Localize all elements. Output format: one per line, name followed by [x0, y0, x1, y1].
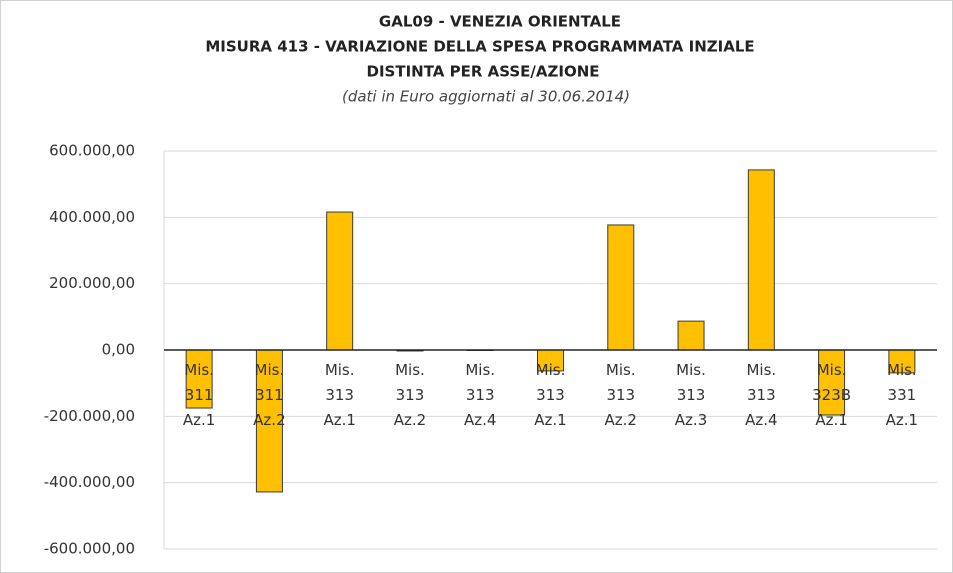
x-tick-label: Mis. 311 Az.2 [253, 361, 286, 429]
y-tick-label: -200.000,00 [44, 407, 135, 425]
bar [607, 224, 635, 351]
bar [185, 349, 213, 409]
chart-title-line: MISURA 413 - VARIAZIONE DELLA SPESA PROG… [205, 38, 754, 56]
x-tick-label: Mis. 313 Az.1 [323, 361, 356, 429]
x-tick-label: Mis. 313 Az.3 [674, 361, 708, 429]
bar [747, 169, 775, 351]
bar [326, 211, 354, 351]
x-tick-label: Mis. 313 Az.2 [393, 361, 427, 429]
bar [255, 349, 283, 493]
x-tick-label: Mis. 313 Az.4 [745, 361, 778, 429]
y-tick-label: 600.000,00 [49, 142, 135, 160]
y-tick-label: 0,00 [102, 341, 135, 359]
y-tick-label: 400.000,00 [49, 208, 135, 226]
x-tick-label: Mis. 331 Az.1 [885, 361, 919, 429]
x-tick-label: Mis. 323B Az.1 [812, 361, 852, 429]
y-tick-label: -400.000,00 [44, 473, 135, 491]
x-tick-label: Mis. 311 Az.1 [182, 361, 216, 429]
bar [818, 349, 846, 416]
y-tick-label: -600.000,00 [44, 540, 135, 558]
x-tick-label: Mis. 313 Az.1 [534, 361, 567, 429]
x-tick-label: Mis. 313 Az.4 [463, 361, 497, 429]
chart-title-line: DISTINTA PER ASSE/AZIONE [367, 63, 600, 81]
x-tick-label: Mis. 313 Az.2 [604, 361, 637, 429]
chart-title: GAL09 - VENEZIA ORIENTALE [379, 13, 621, 31]
chart-subtitle: (dati in Euro aggiornati al 30.06.2014) [342, 88, 630, 106]
y-tick-label: 200.000,00 [49, 274, 135, 292]
bar [677, 320, 705, 351]
